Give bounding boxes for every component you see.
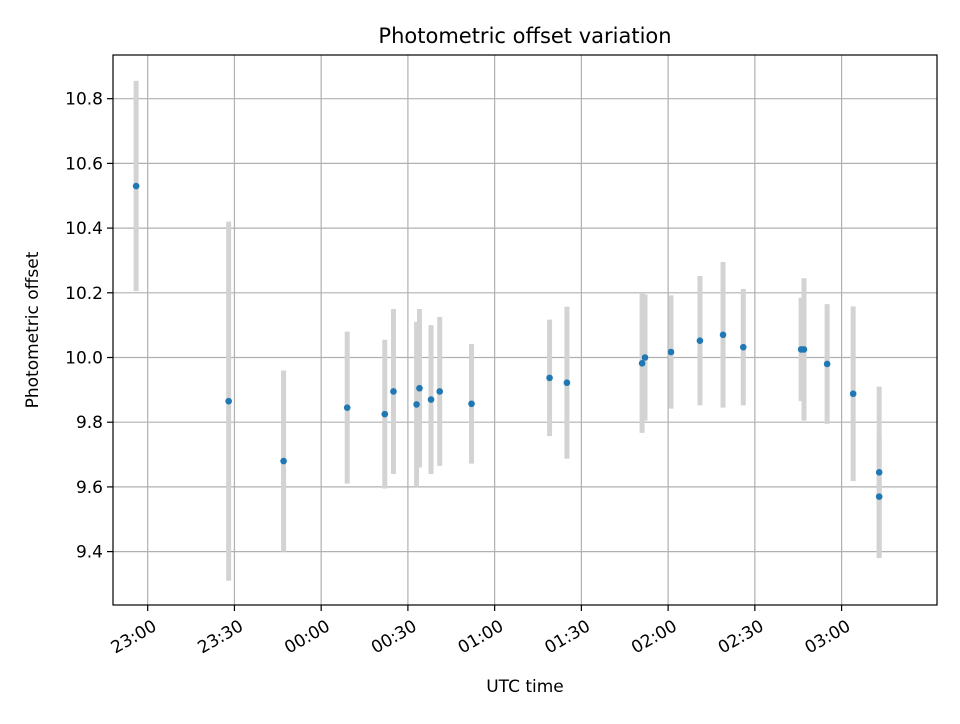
- data-point: [875, 493, 883, 500]
- data-point: [468, 400, 475, 408]
- data-point: [667, 348, 675, 356]
- data-point: [390, 388, 397, 395]
- y-tick-label: 9.4: [76, 543, 103, 563]
- y-axis-label: Photometric offset: [23, 251, 43, 408]
- data-point: [546, 374, 553, 382]
- data-point: [739, 343, 747, 351]
- y-tick-label: 9.6: [76, 478, 103, 498]
- data-point: [280, 457, 287, 465]
- y-tick-label: 9.8: [76, 413, 103, 433]
- data-points: [132, 182, 883, 500]
- y-tick-label: 10.0: [65, 349, 103, 369]
- data-point: [696, 337, 704, 344]
- data-point: [563, 379, 571, 387]
- plot-area-frame: [112, 54, 938, 606]
- chart-title: Photometric offset variation: [378, 24, 671, 48]
- data-point: [875, 469, 883, 476]
- y-tick-label: 10.8: [65, 90, 103, 110]
- data-point: [413, 401, 420, 408]
- data-point: [800, 346, 808, 353]
- y-tick-label: 10.2: [65, 284, 103, 304]
- data-point: [823, 360, 831, 368]
- data-point: [436, 388, 444, 395]
- y-tick-label: 10.6: [65, 154, 103, 174]
- data-point: [719, 331, 727, 339]
- data-point: [638, 360, 646, 367]
- data-point: [849, 390, 857, 398]
- data-point: [381, 410, 389, 418]
- data-point: [225, 397, 232, 405]
- y-tick-label: 10.4: [65, 219, 103, 239]
- data-point: [343, 404, 351, 411]
- data-point: [416, 384, 423, 392]
- data-point: [132, 182, 140, 190]
- data-point: [641, 354, 649, 361]
- y-axis-ticks: 9.4 9.6 9.8 10.0 10.2 10.4 10.6 10.8: [65, 90, 113, 563]
- x-axis-label: UTC time: [486, 677, 564, 697]
- data-point: [427, 396, 435, 403]
